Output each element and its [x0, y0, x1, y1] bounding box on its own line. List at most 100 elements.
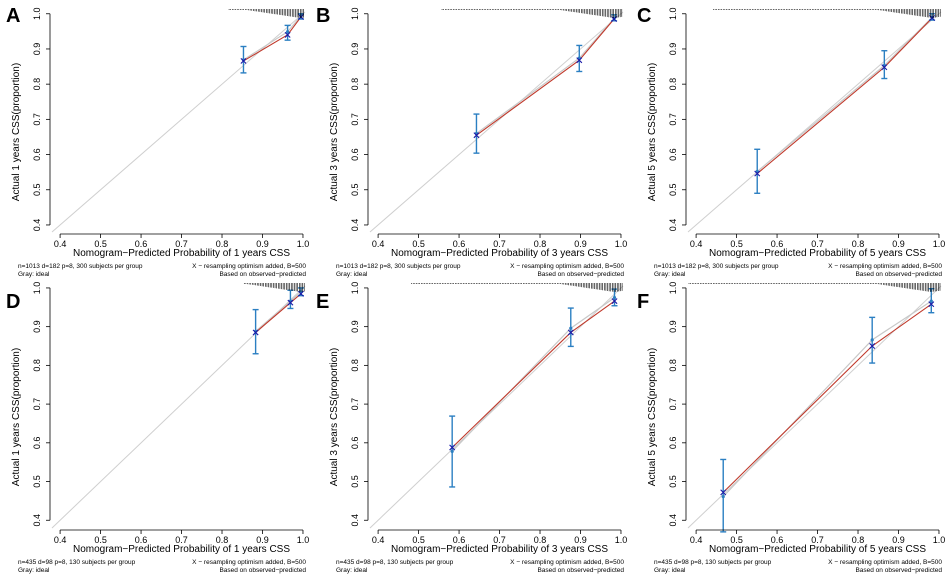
y-tick-label: 0.8 — [350, 359, 360, 372]
ideal-line — [687, 285, 942, 529]
y-tick-label: 0.5 — [32, 475, 42, 488]
bias-corrected-marker — [240, 57, 247, 64]
x-tick-label: 0.9 — [256, 535, 269, 545]
y-tick-label: 1.0 — [668, 282, 678, 295]
y-tick-label: 1.0 — [32, 8, 42, 21]
y-axis-title: Actual 3 years CSS(proportion) — [329, 348, 340, 486]
x-tick-label: 0.4 — [690, 535, 703, 545]
y-tick-label: 0.4 — [668, 219, 678, 232]
bias-corrected-marker — [754, 170, 761, 177]
observed-point — [721, 495, 725, 499]
calibration-panel-a: A 0.4 0.5 0.6 0.7 0.8 0.9 1.0 0.4 0.5 0.6 0.7 0.8 0.9… — [6, 5, 309, 278]
ideal-line — [687, 11, 942, 233]
bias-corrected-marker — [567, 329, 574, 336]
x-tick-label: 0.9 — [574, 239, 587, 249]
y-tick-label: 1.0 — [668, 8, 678, 21]
y-tick-label: 0.8 — [32, 78, 42, 91]
y-tick-label: 0.9 — [32, 320, 42, 333]
y-tick-label: 0.8 — [32, 359, 42, 372]
x-axis-title: Nomogram−Predicted Probability of 3 year… — [391, 248, 608, 259]
x-tick-label: 0.7 — [811, 535, 824, 545]
bias-corrected-marker — [869, 343, 876, 350]
bias-corrected-marker — [284, 31, 291, 38]
y-tick-label: 0.6 — [668, 148, 678, 161]
bias-corrected-marker — [449, 444, 456, 451]
observed-point — [285, 30, 290, 34]
x-tick-label: 0.8 — [852, 535, 865, 545]
x-tick-label: 0.8 — [534, 535, 547, 545]
footnote-right: X − resampling optimism added, B=500 — [828, 263, 942, 270]
x-tick-label: 1.0 — [933, 535, 945, 545]
x-tick-label: 0.8 — [216, 239, 229, 249]
y-axis-title: Actual 5 years CSS(proportion) — [647, 63, 658, 201]
apparent-line — [451, 297, 615, 452]
y-tick-label: 0.9 — [350, 43, 360, 56]
x-tick-label: 0.7 — [175, 239, 188, 249]
y-tick-label: 0.9 — [350, 320, 360, 333]
apparent-line — [476, 17, 615, 134]
y-tick-label: 0.6 — [668, 437, 678, 450]
y-tick-label: 0.5 — [350, 475, 360, 488]
observed-point — [929, 299, 933, 303]
y-axis-title: Actual 5 years CSS(proportion) — [647, 348, 658, 486]
panel-letter: F — [637, 291, 649, 313]
x-tick-label: 0.6 — [771, 535, 784, 545]
observed-point — [612, 296, 617, 300]
x-tick-label: 1.0 — [615, 239, 628, 249]
footnote-right: X − resampling optimism added, B=500 — [510, 263, 624, 270]
y-tick-label: 0.7 — [350, 113, 360, 126]
y-tick-label: 0.7 — [32, 113, 42, 126]
y-tick-label: 0.5 — [32, 184, 42, 197]
x-tick-label: 0.9 — [892, 239, 905, 249]
x-tick-label: 0.6 — [135, 535, 148, 545]
y-tick-label: 0.5 — [350, 184, 360, 197]
bias-corrected-marker — [473, 132, 480, 139]
x-tick-label: 0.5 — [730, 535, 743, 545]
y-tick-label: 0.6 — [350, 148, 360, 161]
footnote-left: n=435 d=98 p=8, 130 subjects per group — [654, 559, 772, 566]
bias-corrected-marker — [297, 290, 304, 297]
calibration-panel-d: D 0.4 0.5 0.6 0.7 0.8 0.9 1.0 0.4 0.5 0.6 0.7 0.8 0.9… — [6, 282, 309, 574]
footnote-right: X − resampling optimism added, B=500 — [828, 559, 942, 566]
footnote-right: Based on observed−predicted — [537, 567, 624, 574]
ideal-line — [51, 11, 306, 233]
x-tick-label: 0.5 — [412, 239, 425, 249]
y-axis-title: Actual 1 years CSS(proportion) — [11, 348, 22, 486]
x-tick-label: 0.7 — [493, 239, 506, 249]
calibration-panel-f: F 0.4 0.5 0.6 0.7 0.8 0.9 1.0 0.4 0.5 0.6 0.7 0.8 0.9… — [637, 282, 945, 574]
calibration-panel-b: B 0.4 0.5 0.6 0.7 0.8 0.9 1.0 0.4 0.5 0.6 0.7 0.8 0.9… — [316, 5, 627, 278]
x-tick-label: 0.7 — [175, 535, 188, 545]
x-axis-title: Nomogram−Predicted Probability of 1 year… — [73, 544, 290, 555]
x-tick-label: 0.7 — [493, 535, 506, 545]
footnote-left: n=435 d=98 p=8, 130 subjects per group — [336, 559, 454, 566]
footnote-left: n=1013 d=182 p=8, 300 subjects per group — [18, 263, 143, 270]
footnote-left: n=1013 d=182 p=8, 300 subjects per group — [336, 263, 461, 270]
x-tick-label: 0.4 — [372, 239, 385, 249]
observed-point — [450, 449, 454, 453]
x-axis-title: Nomogram−Predicted Probability of 3 year… — [391, 544, 608, 555]
footnote-right: Based on observed−predicted — [855, 567, 942, 574]
y-tick-label: 0.9 — [668, 320, 678, 333]
y-tick-label: 0.7 — [668, 398, 678, 411]
footnote-left: Gray: ideal — [18, 567, 50, 574]
x-tick-label: 0.4 — [54, 239, 67, 249]
y-tick-label: 0.5 — [668, 184, 678, 197]
bias-corrected-marker — [720, 489, 727, 496]
x-tick-label: 0.6 — [771, 239, 784, 249]
bias-corrected-marker — [611, 298, 618, 305]
x-tick-label: 0.7 — [811, 239, 824, 249]
x-axis-title: Nomogram−Predicted Probability of 1 year… — [73, 248, 290, 259]
footnote-left: n=435 d=98 p=8, 130 subjects per group — [18, 559, 136, 566]
y-tick-label: 0.4 — [350, 219, 360, 232]
y-tick-label: 0.4 — [32, 514, 42, 527]
y-tick-label: 0.7 — [668, 113, 678, 126]
panel-letter: B — [316, 5, 330, 27]
footnote-left: Gray: ideal — [336, 271, 368, 278]
calibration-panel-e: E 0.4 0.5 0.6 0.7 0.8 0.9 1.0 0.4 0.5 0.6 0.7 0.8 0.9… — [316, 282, 627, 574]
footnote-left: Gray: ideal — [654, 271, 686, 278]
y-tick-label: 1.0 — [32, 282, 42, 295]
footnote-right: X − resampling optimism added, B=500 — [192, 559, 306, 566]
calibration-panel-c: C 0.4 0.5 0.6 0.7 0.8 0.9 1.0 0.4 0.5 0.6 0.7 0.8 0.9… — [637, 5, 945, 278]
x-tick-label: 1.0 — [615, 535, 628, 545]
footnote-right: Based on observed−predicted — [537, 271, 624, 278]
